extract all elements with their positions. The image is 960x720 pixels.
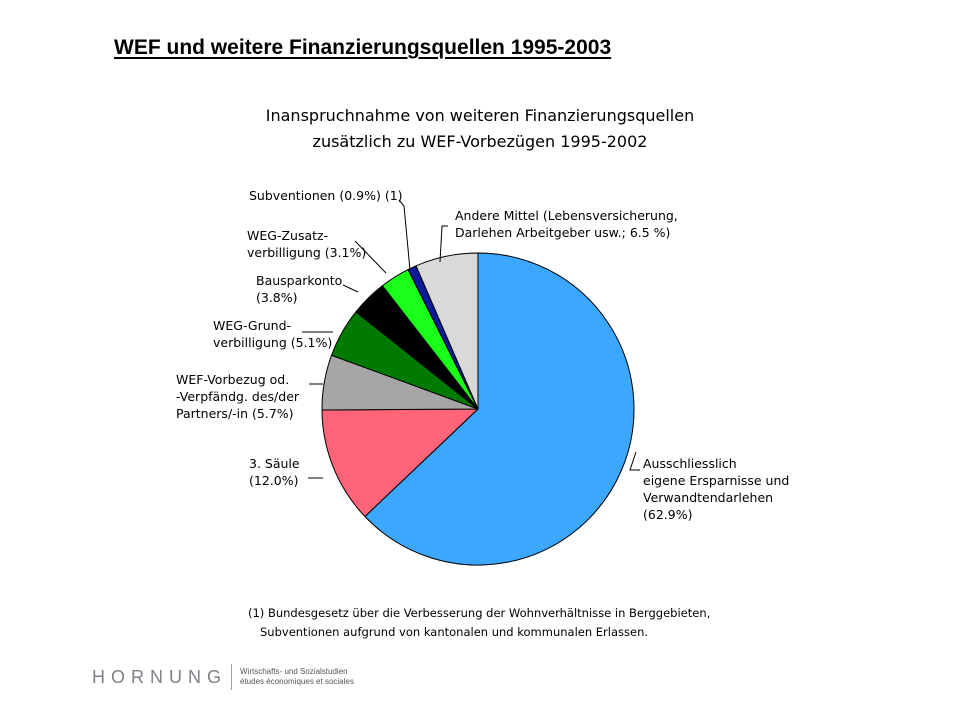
leader-line-7 (439, 225, 448, 263)
leader-line-6 (398, 199, 411, 271)
label-partner-wef: WEF-Vorbezug od. -Verpfändg. des/der Partn… (176, 372, 300, 421)
label-own-savings: Ausschliesslich eigene Ersparnisse und Ver… (643, 456, 789, 522)
logo-divider (231, 664, 232, 690)
label-weg-zusatz: WEG-Zusatz-verbilligung (3.1%) (247, 228, 366, 260)
label-bausparkonto: Bausparkonto (3.8%) (256, 273, 342, 305)
label-weg-grund: WEG-Grund-verbilligung (5.1%) (213, 318, 332, 350)
footnote-line-2: Subventionen aufgrund von kantonalen und… (260, 625, 649, 639)
logo-name: HORNUNG (92, 666, 227, 687)
logo-subtitle: Wirtschafts- und Sozialstudien études éc… (240, 667, 354, 687)
slice-andere-mittel (415, 252, 479, 410)
leader-line-5 (354, 240, 387, 274)
slice-own-savings (364, 252, 635, 566)
label-third-pillar: 3. Säule (12.0%) (249, 456, 300, 488)
slice-third-pillar (321, 408, 479, 517)
logo-subtitle-line-2: études économiques et sociales (240, 677, 354, 686)
label-subventionen: Subventionen (0.9%) (1) (249, 188, 403, 203)
chart-title-line-1: Inanspruchnahme von weiteren Finanzierun… (266, 106, 694, 125)
leader-line-0 (629, 451, 640, 471)
slide-title: WEF und weitere Finanzierungsquellen 199… (114, 36, 612, 59)
chart-title-line-2: zusätzlich zu WEF-Vorbezügen 1995-2002 (313, 132, 648, 151)
footnote: (1) Bundesgesetz über die Verbesserung d… (248, 604, 710, 642)
leader-line-4 (342, 284, 359, 293)
footnote-line-1: (1) Bundesgesetz über die Verbesserung d… (248, 606, 711, 620)
label-andere-mittel: Andere Mittel (Lebensversicherung, Darleh… (455, 208, 678, 240)
hornung-logo: HORNUNG Wirtschafts- und Sozialstudien é… (92, 664, 354, 690)
logo-subtitle-line-1: Wirtschafts- und Sozialstudien (240, 667, 348, 676)
